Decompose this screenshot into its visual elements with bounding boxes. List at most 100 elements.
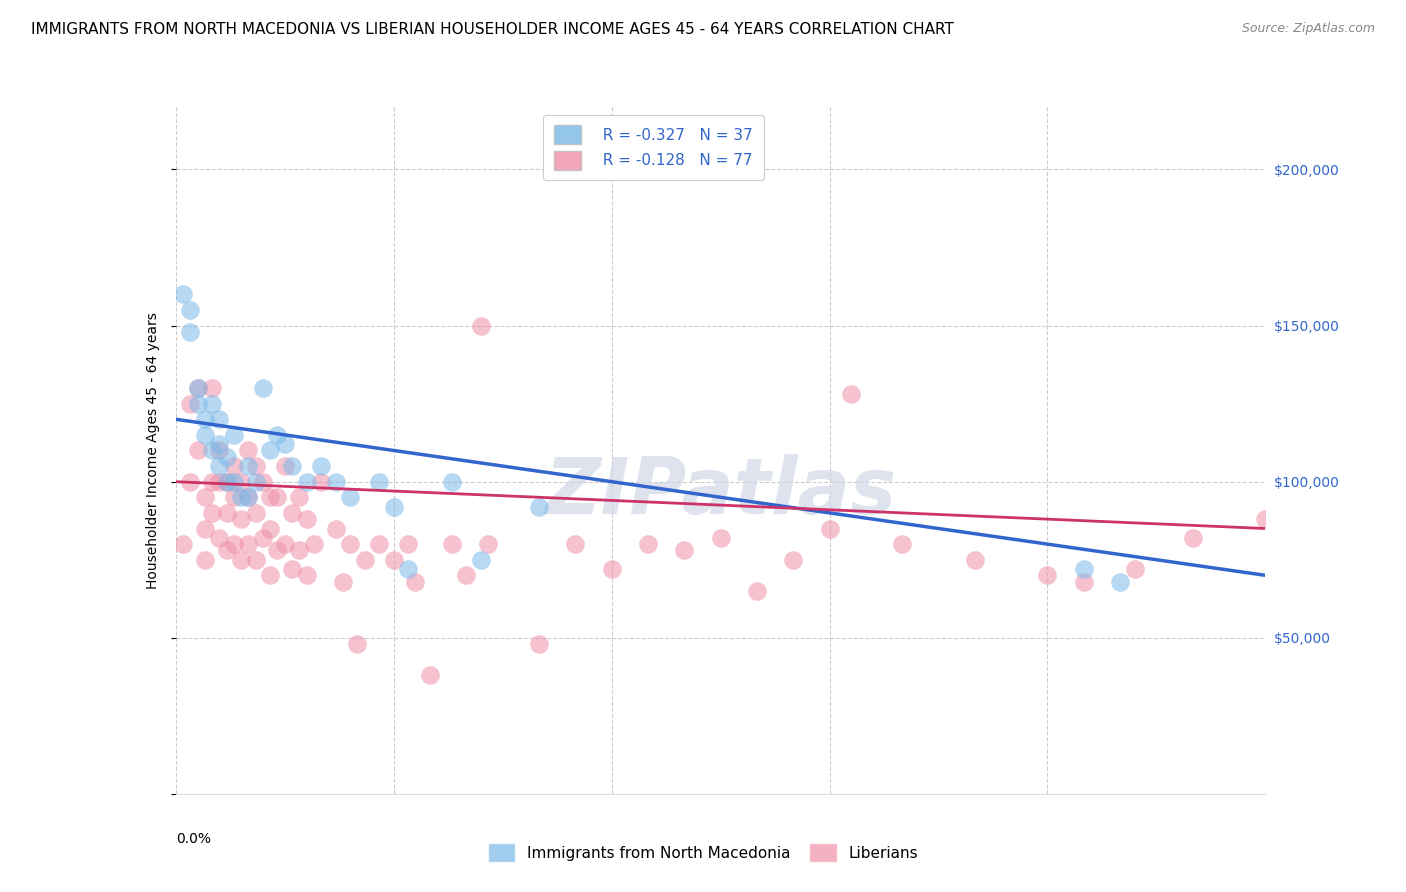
Point [266, 543, 288, 558]
Point [215, 543, 238, 558]
Point [353, 552, 375, 567]
Point [201, 443, 224, 458]
Point [172, 287, 194, 301]
Point [637, 537, 659, 551]
Point [222, 475, 245, 489]
Point [288, 543, 311, 558]
Point [231, 552, 253, 567]
Point [252, 475, 274, 489]
Point [396, 537, 419, 551]
Point [186, 381, 209, 395]
Point [194, 521, 217, 535]
Point [1123, 562, 1146, 576]
Point [440, 475, 463, 489]
Point [339, 490, 361, 504]
Point [1254, 512, 1277, 526]
Point [368, 537, 391, 551]
Point [231, 490, 253, 504]
Point [186, 381, 209, 395]
Point [208, 437, 231, 451]
Point [302, 537, 325, 551]
Point [309, 475, 332, 489]
Point [238, 490, 260, 504]
Point [245, 552, 267, 567]
Point [382, 552, 405, 567]
Point [527, 500, 550, 514]
Point [179, 475, 201, 489]
Point [841, 387, 863, 401]
Point [231, 512, 253, 526]
Point [215, 506, 238, 520]
Point [208, 531, 231, 545]
Point [477, 537, 499, 551]
Point [470, 318, 492, 333]
Point [266, 427, 288, 442]
Point [179, 303, 201, 318]
Point [274, 437, 297, 451]
Point [440, 537, 463, 551]
Point [194, 427, 217, 442]
Point [527, 637, 550, 651]
Point [201, 475, 224, 489]
Point [172, 537, 194, 551]
Point [238, 443, 260, 458]
Point [295, 475, 318, 489]
Legend:   R = -0.327   N = 37,   R = -0.128   N = 77: R = -0.327 N = 37, R = -0.128 N = 77 [543, 115, 763, 180]
Legend: Immigrants from North Macedonia, Liberians: Immigrants from North Macedonia, Liberia… [478, 834, 928, 871]
Point [238, 458, 260, 473]
Point [201, 506, 224, 520]
Point [245, 475, 267, 489]
Point [346, 637, 368, 651]
Point [295, 568, 318, 582]
Point [818, 521, 841, 535]
Point [274, 458, 297, 473]
Point [1109, 574, 1132, 589]
Point [281, 506, 304, 520]
Point [1073, 574, 1095, 589]
Point [222, 490, 245, 504]
Point [309, 458, 332, 473]
Point [382, 500, 405, 514]
Point [288, 490, 311, 504]
Point [281, 458, 304, 473]
Point [238, 537, 260, 551]
Point [201, 396, 224, 410]
Point [405, 574, 427, 589]
Point [186, 443, 209, 458]
Point [201, 381, 224, 395]
Point [564, 537, 586, 551]
Point [215, 450, 238, 464]
Point [208, 458, 231, 473]
Point [456, 568, 478, 582]
Point [245, 506, 267, 520]
Point [673, 543, 696, 558]
Point [186, 396, 209, 410]
Point [252, 531, 274, 545]
Point [222, 458, 245, 473]
Point [710, 531, 733, 545]
Text: IMMIGRANTS FROM NORTH MACEDONIA VS LIBERIAN HOUSEHOLDER INCOME AGES 45 - 64 YEAR: IMMIGRANTS FROM NORTH MACEDONIA VS LIBER… [31, 22, 953, 37]
Point [238, 490, 260, 504]
Point [252, 381, 274, 395]
Text: Source: ZipAtlas.com: Source: ZipAtlas.com [1241, 22, 1375, 36]
Point [179, 396, 201, 410]
Point [1181, 531, 1204, 545]
Point [208, 443, 231, 458]
Point [396, 562, 419, 576]
Point [325, 521, 347, 535]
Point [274, 537, 297, 551]
Point [745, 583, 768, 598]
Point [295, 512, 318, 526]
Point [259, 443, 281, 458]
Point [325, 475, 347, 489]
Point [215, 475, 238, 489]
Text: ZIPatlas: ZIPatlas [544, 454, 897, 530]
Point [208, 412, 231, 426]
Text: 0.0%: 0.0% [176, 831, 211, 846]
Point [600, 562, 623, 576]
Point [891, 537, 914, 551]
Point [368, 475, 391, 489]
Point [194, 490, 217, 504]
Point [194, 412, 217, 426]
Point [179, 325, 201, 339]
